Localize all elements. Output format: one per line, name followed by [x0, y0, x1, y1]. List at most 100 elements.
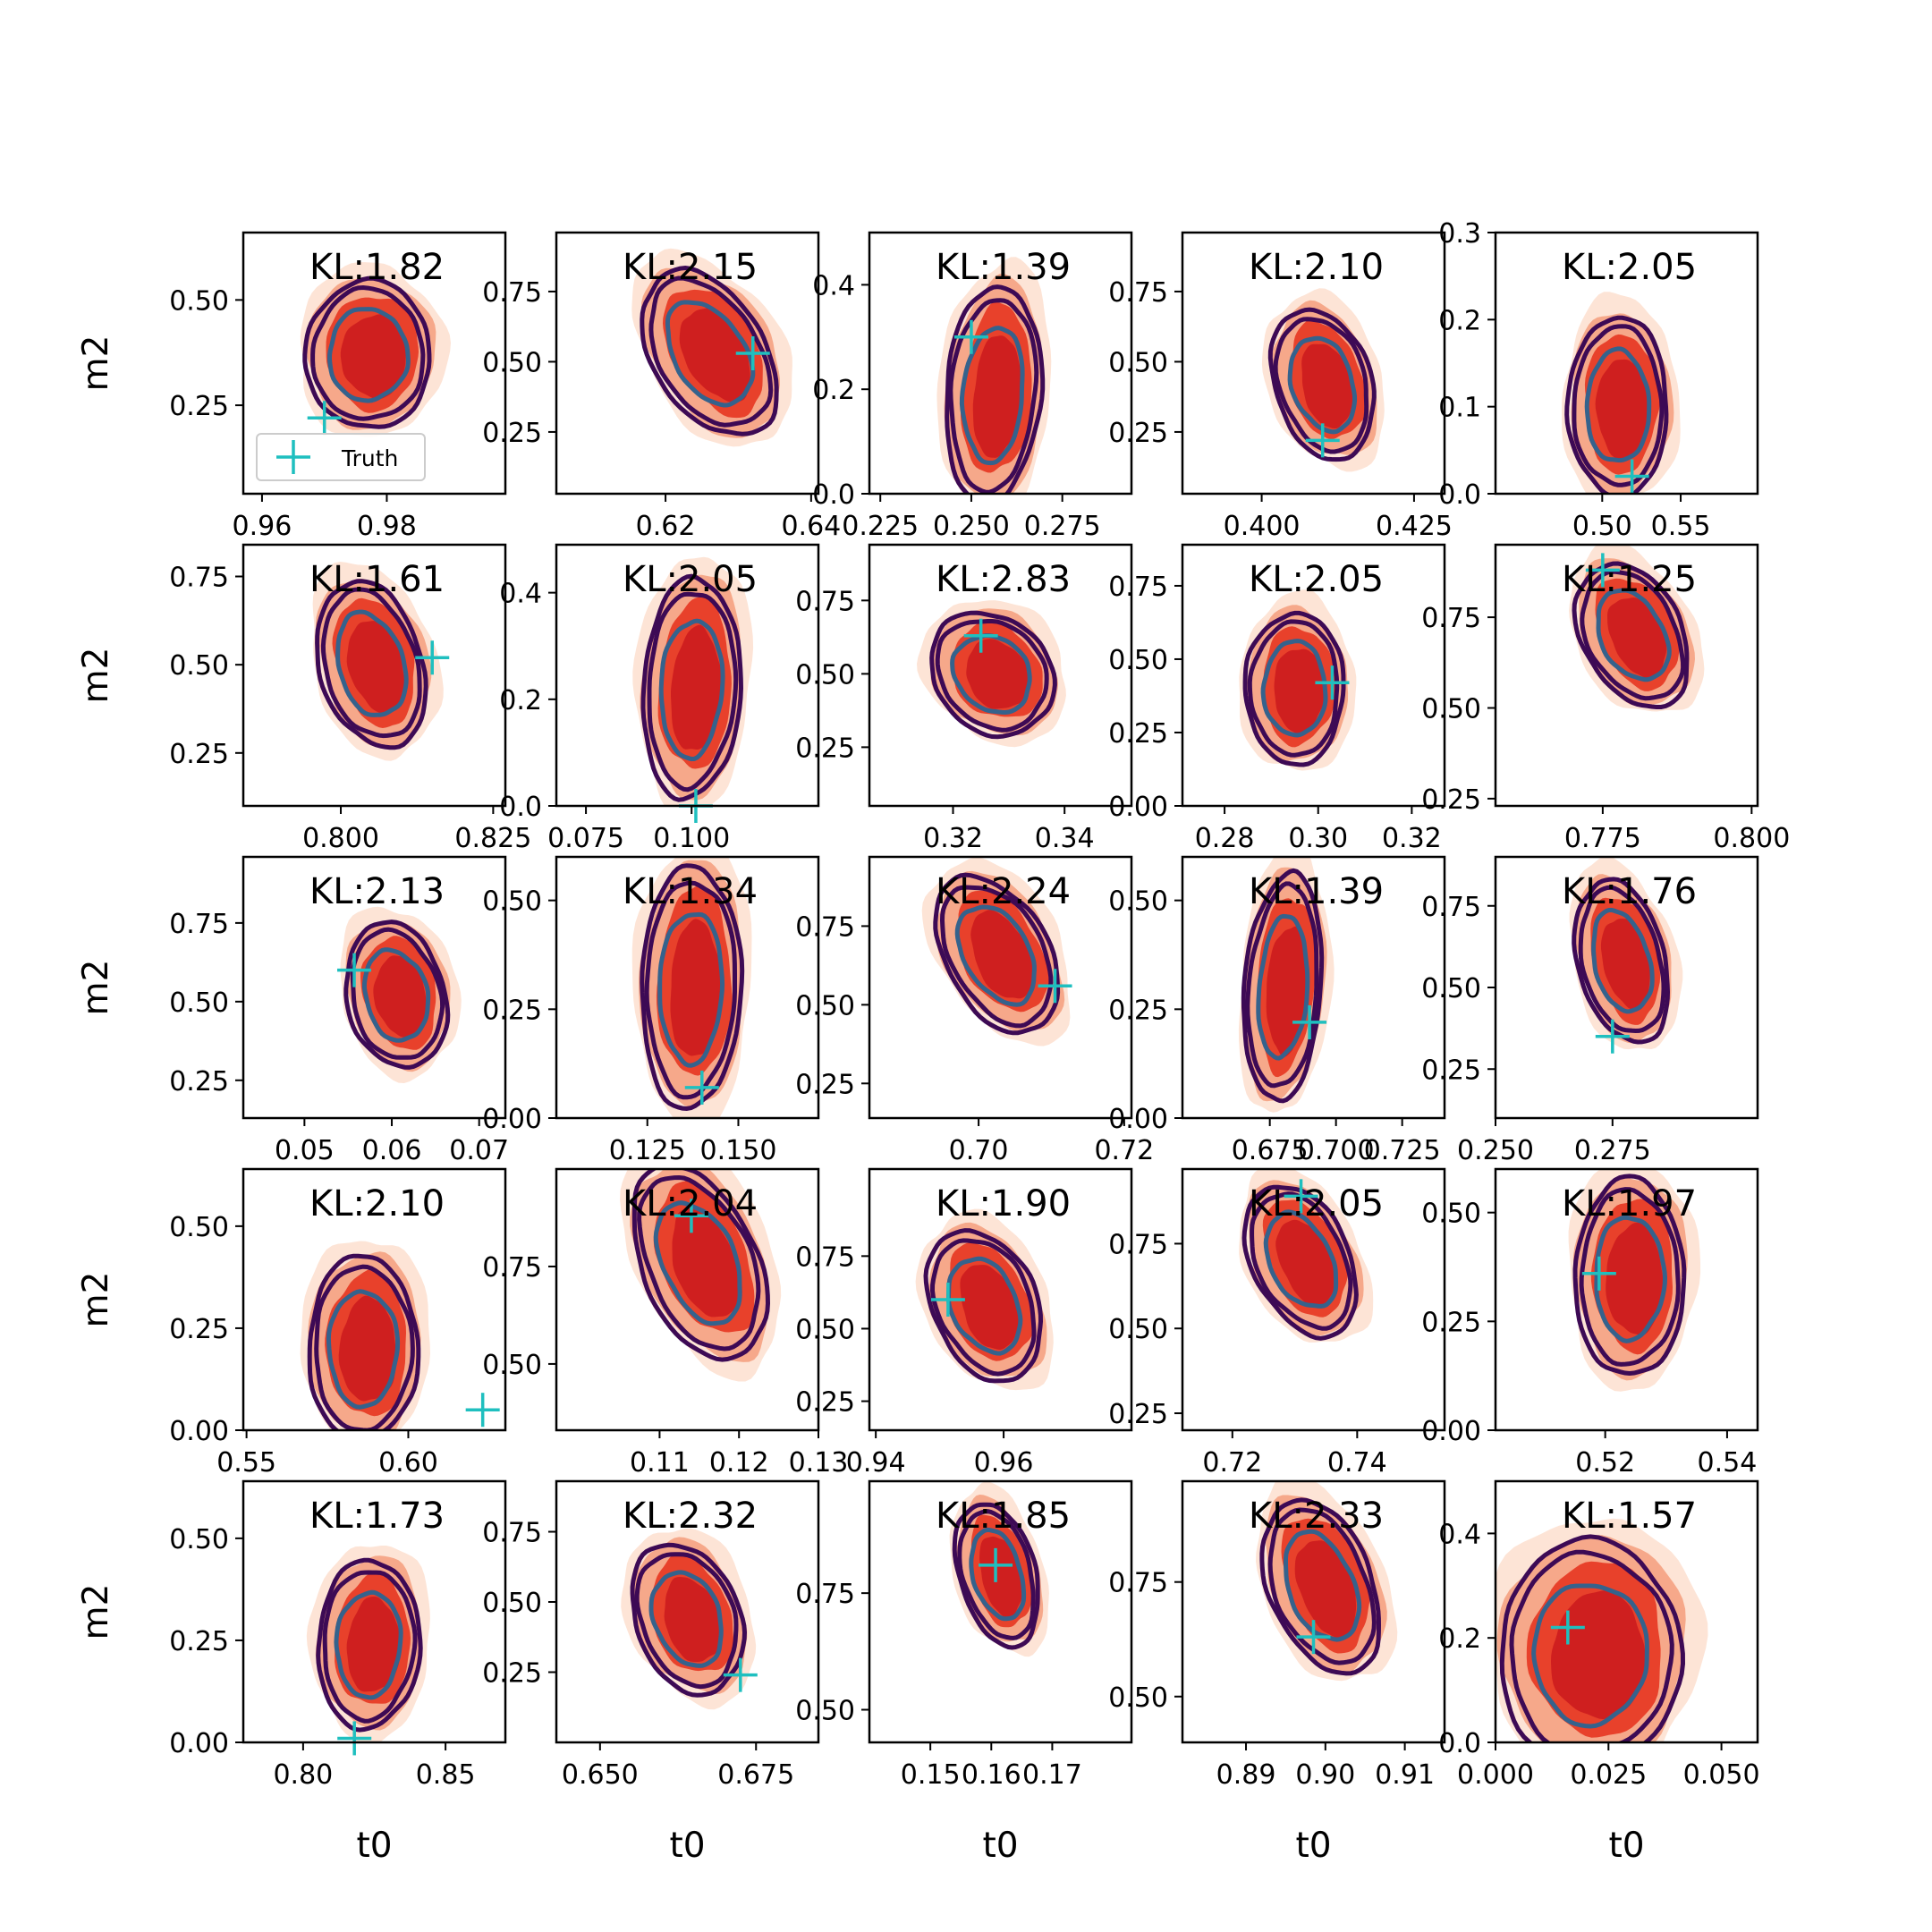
contour-middle [647, 591, 739, 792]
y-tick-label: 0.75 [482, 1252, 542, 1284]
y-tick-label: 0.2 [812, 375, 855, 406]
contour-outer [302, 275, 432, 429]
x-tick-label: 0.725 [1364, 1135, 1441, 1166]
x-tick-label: 0.675 [717, 1759, 794, 1791]
y-tick-label: 0.2 [1438, 305, 1481, 336]
x-tick-label: 0.825 [454, 823, 531, 854]
contour-middle [1250, 1191, 1353, 1331]
contour-middle [1267, 1507, 1377, 1665]
truth-marker [1305, 423, 1340, 458]
contour-inner [954, 904, 1037, 1007]
x-axis-label: t0 [982, 1826, 1018, 1866]
contour-outer [1242, 610, 1346, 767]
x-tick-label: 0.050 [1683, 1759, 1760, 1791]
contour-outer [1572, 877, 1671, 1045]
subplot-10: 0.775 0.800 0.25 0.50 0.75 KL:1.25 [1421, 543, 1790, 854]
x-tick-label: 0.30 [1288, 823, 1348, 854]
density-fill-core [1551, 1590, 1647, 1720]
truth-marker [1284, 1179, 1318, 1214]
contour-outer [631, 1169, 771, 1362]
subplot-20: 0.52 0.54 0.00 0.25 0.50 KL:1.97 [1421, 1167, 1759, 1479]
contour-outer [923, 1228, 1044, 1384]
x-tick-label: 0.89 [1216, 1759, 1276, 1791]
truth-marker [1038, 969, 1072, 1004]
truth-marker [337, 1721, 372, 1756]
contour-inner [1584, 346, 1652, 463]
x-tick-label: 0.100 [653, 823, 730, 854]
axes-frame [1181, 1479, 1446, 1744]
contour-outer [1572, 561, 1690, 709]
subplot-9: 0.28 0.30 0.32 0.00 0.25 0.50 0.75 KL:2.05 [1108, 543, 1446, 854]
legend-label: Truth [341, 445, 398, 471]
y-tick-label: 0.0 [1438, 1728, 1481, 1759]
x-axis-label: t0 [669, 1826, 705, 1866]
contour-middle [1509, 1549, 1674, 1742]
y-tick-label: 0.75 [169, 563, 229, 594]
x-tick-label: 0.17 [1022, 1759, 1082, 1791]
truth-marker [723, 1657, 758, 1692]
x-tick-label: 0.90 [1295, 1759, 1355, 1791]
subplot-6: 0.800 0.825 0.25 0.50 0.75 KL:1.61 m2 [76, 543, 531, 854]
axes-frame [1494, 231, 1759, 496]
axes-frame [868, 855, 1133, 1120]
axes-frame [555, 1479, 820, 1744]
contour-inner [1260, 639, 1328, 738]
x-tick-label: 0.96 [233, 511, 292, 542]
contour-outer [945, 284, 1046, 494]
y-tick-label: 0.25 [795, 1387, 855, 1419]
contour-middle [929, 1238, 1037, 1377]
contour-outer [630, 1542, 748, 1698]
density-fill-core [346, 621, 405, 715]
contour-middle [314, 1264, 415, 1430]
contour-inner [1596, 588, 1672, 682]
subplot-7: 0.075 0.100 0.0 0.2 0.4 KL:2.05 [499, 543, 820, 854]
y-tick-label: 0.75 [1421, 892, 1481, 923]
x-tick-label: 0.72 [1094, 1135, 1154, 1166]
x-axis-label: t0 [1608, 1826, 1644, 1866]
kl-annotation: KL:1.39 [1249, 871, 1384, 912]
y-tick-label: 0.50 [482, 1588, 542, 1619]
density-fill-core [338, 1295, 397, 1402]
axes-frame [1494, 1167, 1759, 1432]
x-tick-label: 0.55 [216, 1447, 276, 1479]
density-fill-core [1294, 1540, 1357, 1639]
density-fill-core [373, 955, 428, 1038]
kl-annotation: KL:2.83 [936, 559, 1071, 600]
x-tick-label: 0.32 [923, 823, 983, 854]
y-axis-label: m2 [76, 1584, 116, 1640]
x-tick-label: 0.34 [1035, 823, 1095, 854]
kl-annotation: KL:1.76 [1562, 871, 1697, 912]
x-tick-label: 0.075 [547, 823, 624, 854]
x-tick-label: 0.425 [1376, 511, 1453, 542]
density-fill-core [679, 308, 750, 402]
contour-middle [637, 1174, 761, 1352]
truth-marker [735, 336, 770, 371]
y-tick-label: 0.50 [169, 650, 229, 682]
contour-inner [334, 1589, 403, 1700]
contour-outer [640, 573, 744, 802]
density-fill-core [672, 1208, 742, 1318]
y-tick-label: 0.75 [1108, 277, 1168, 309]
axes-frame [868, 1167, 1133, 1432]
y-tick-label: 0.75 [1108, 1568, 1168, 1599]
truth-marker [1595, 1019, 1630, 1054]
x-tick-label: 0.72 [1202, 1447, 1262, 1479]
y-tick-label: 0.1 [1438, 393, 1481, 424]
y-tick-label: 0.00 [1108, 1104, 1168, 1135]
density-fill-core [1607, 597, 1667, 680]
axes-frame [1181, 543, 1446, 808]
x-tick-label: 0.800 [1713, 823, 1790, 854]
y-axis-label: m2 [76, 335, 116, 392]
density-fill-core [1301, 343, 1356, 429]
kl-annotation: KL:2.05 [1249, 559, 1384, 600]
y-tick-label: 0.25 [795, 733, 855, 764]
x-tick-label: 0.400 [1224, 511, 1301, 542]
kl-annotation: KL:1.85 [936, 1496, 1071, 1537]
contour-middle [935, 619, 1049, 733]
kl-annotation: KL:1.34 [623, 871, 758, 912]
truth-marker [1614, 459, 1649, 494]
density-fill-core [1606, 1222, 1664, 1335]
truth-marker [1585, 553, 1620, 588]
y-tick-label: 0.50 [795, 1696, 855, 1727]
